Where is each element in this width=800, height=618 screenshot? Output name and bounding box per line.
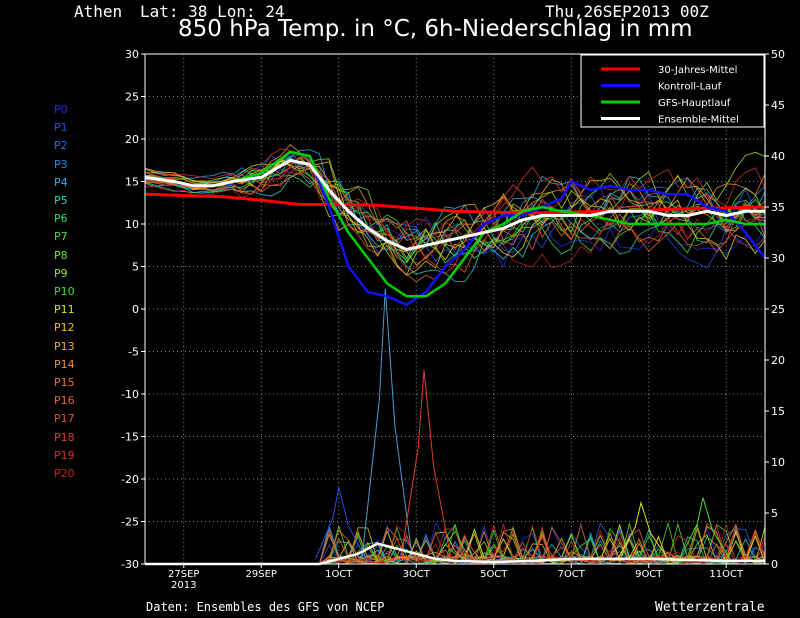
member-label: P5	[54, 194, 68, 208]
left-tick-label: 10	[125, 218, 139, 231]
member-list: P0 P1 P2 P3 P4 P5 P6 P7 P8 P9 P10 P11 P12 P13 P14 P15 P1…	[54, 101, 75, 483]
x-tick-label: 5OCT	[480, 569, 508, 580]
member-label: P20	[54, 467, 75, 481]
member-label: P9	[54, 266, 68, 280]
left-tick-label: 15	[125, 176, 139, 189]
member-label: P10	[54, 285, 75, 299]
left-tick-label: -10	[121, 388, 139, 401]
legend-box	[580, 54, 765, 128]
legend-label: Kontroll-Lauf	[658, 82, 722, 93]
member-temp-line	[144, 153, 766, 254]
member-label: P16	[54, 394, 75, 408]
right-tick-label: 5	[771, 507, 778, 520]
chart-title: 850 hPa Temp. in °C, 6h-Niederschlag in …	[178, 16, 693, 42]
member-temp-line	[144, 154, 766, 269]
member-label: P6	[54, 212, 68, 226]
member-label: P12	[54, 321, 75, 335]
x-tick-label: 2013	[171, 580, 196, 591]
member-label: P4	[54, 175, 68, 189]
right-tick-label: 25	[771, 303, 785, 316]
series-line	[144, 158, 765, 251]
member-precip-peak	[315, 487, 367, 560]
left-tick-label: -5	[128, 346, 139, 359]
member-label: P17	[54, 412, 75, 426]
left-tick-label: -30	[121, 558, 139, 571]
member-lines	[144, 143, 766, 566]
x-tick-label: 11OCT	[709, 569, 744, 580]
member-label: P14	[54, 357, 75, 371]
left-tick-label: -15	[121, 431, 139, 444]
station-coords: Lat: 38 Lon: 24	[140, 2, 285, 21]
member-label: P3	[54, 157, 68, 171]
member-label: P7	[54, 230, 68, 244]
member-temp-line	[144, 164, 766, 270]
member-label: P15	[54, 376, 75, 390]
member-precip-peak	[679, 497, 731, 560]
member-label: P2	[54, 139, 68, 153]
x-tick-label: 27SEP	[168, 569, 199, 580]
member-label: P8	[54, 248, 68, 262]
left-tick-label: -20	[121, 473, 139, 486]
data-source: Daten: Ensembles des GFS von NCEP	[146, 600, 385, 614]
x-tick-label: 1OCT	[325, 569, 353, 580]
right-tick-label: 40	[771, 150, 785, 163]
left-tick-label: -25	[121, 516, 139, 529]
right-tick-label: 20	[771, 354, 785, 367]
series-line	[144, 150, 765, 298]
member-label: P18	[54, 430, 75, 444]
member-label: P1	[54, 121, 68, 135]
left-axis: -30 -25 -20 -15 -10 -5 0 5 10 15 20 25 30	[121, 48, 145, 571]
left-tick-label: 0	[132, 303, 139, 316]
right-tick-label: 35	[771, 201, 785, 214]
legend-label: 30-Jahres-Mittel	[658, 65, 737, 76]
member-precip-peak	[361, 288, 413, 559]
legend: 30-Jahres-Mittel Kontroll-Lauf GFS-Hauptla…	[580, 54, 765, 128]
legend-label: Ensemble-Mittel	[658, 115, 739, 126]
left-tick-label: 20	[125, 133, 139, 146]
series-line	[145, 542, 765, 566]
member-label: P0	[54, 103, 68, 116]
right-axis: 0 5 10 15 20 25 30 35 40 45 50	[765, 48, 785, 571]
member-precip-peak	[400, 370, 452, 559]
member-label: P13	[54, 339, 75, 353]
x-tick-label: 9OCT	[635, 569, 663, 580]
right-tick-label: 15	[771, 405, 785, 418]
right-tick-label: 45	[771, 99, 785, 112]
right-tick-label: 10	[771, 456, 785, 469]
x-tick-label: 7OCT	[558, 569, 586, 580]
x-tick-label: 29SEP	[246, 569, 277, 580]
x-tick-label: 3OCT	[403, 569, 431, 580]
member-temp-line	[144, 165, 766, 253]
left-tick-label: 5	[132, 261, 139, 274]
left-tick-label: 30	[125, 48, 139, 61]
member-precip-peak	[617, 500, 669, 560]
chart-series	[144, 150, 766, 566]
member-label: P11	[54, 303, 75, 317]
legend-label: GFS-Hauptlauf	[658, 98, 731, 109]
right-tick-label: 30	[771, 252, 785, 265]
member-label: P19	[54, 448, 75, 462]
right-tick-label: 50	[771, 48, 785, 61]
right-tick-label: 0	[771, 558, 778, 571]
brand-label: Wetterzentrale	[655, 600, 765, 615]
run-time: Thu,26SEP2013 00Z	[545, 2, 709, 21]
chart-grid	[145, 54, 765, 564]
station-name: Athen	[74, 2, 123, 21]
left-tick-label: 25	[125, 91, 139, 104]
member-temp-line	[144, 171, 766, 260]
